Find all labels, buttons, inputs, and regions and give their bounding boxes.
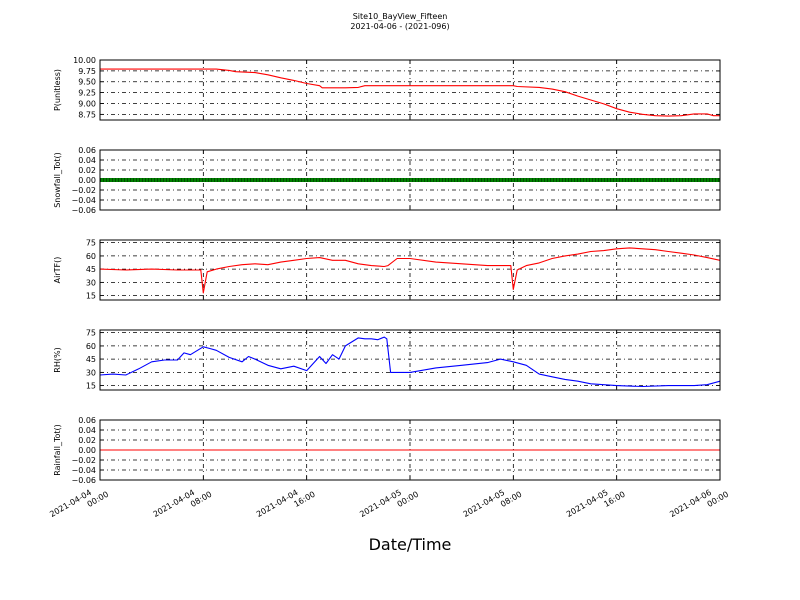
ytick-label: −0.04 (71, 466, 96, 475)
ytick-label: 60 (86, 252, 96, 261)
panel-1: 0.060.040.020.00−0.02−0.04−0.06 Snowfall_… (53, 146, 721, 215)
ytick-label: 45 (86, 355, 96, 364)
ytick-label: 10.00 (73, 56, 96, 65)
ytick-label: 0.00 (78, 446, 96, 455)
xtick-label: 2021-04-0516:00 (565, 481, 627, 528)
panel-frame (99, 329, 721, 391)
ytick-label: 9.00 (78, 99, 96, 108)
ytick-label: 75 (86, 329, 96, 338)
x-axis-label: Date/Time (369, 535, 452, 554)
ytick-label: 0.02 (78, 166, 96, 175)
ytick-label: −0.02 (71, 456, 96, 465)
xtick-label: 2021-04-0600:00 (668, 481, 730, 528)
ytick-label: 0.04 (78, 156, 96, 165)
ytick-label: −0.02 (71, 186, 96, 195)
chart-subtitle: 2021-04-06 - (2021-096) (350, 22, 449, 31)
series-line (99, 247, 721, 294)
panel-frame (99, 239, 721, 301)
ytick-label: 30 (86, 278, 96, 287)
y-axis-label: P(unitless) (53, 69, 62, 111)
ytick-label: 60 (86, 342, 96, 351)
ytick-label: 75 (86, 239, 96, 248)
ytick-label: 0.02 (78, 436, 96, 445)
xtick-label: 2021-04-0400:00 (48, 481, 110, 528)
xtick-label: 2021-04-0508:00 (462, 481, 524, 528)
ytick-label: 15 (86, 292, 96, 301)
ytick-label: 0.04 (78, 426, 96, 435)
ytick-label: 9.25 (78, 89, 96, 98)
panels: 10.00 9.75 9.50 9.259.00 8.75 P(unitless) 0.06… (48, 56, 730, 528)
series-line (99, 336, 721, 388)
xtick-label: 2021-04-0416:00 (255, 481, 317, 528)
ytick-label: 0.06 (78, 416, 96, 425)
xtick-label: 2021-04-0408:00 (152, 481, 214, 528)
ytick-label: 30 (86, 368, 96, 377)
y-axis-label: RH(%) (53, 347, 62, 372)
chart-title: Site10_BayView_Fifteen (353, 12, 448, 21)
xtick-label: 2021-04-0500:00 (358, 481, 420, 528)
ytick-label: −0.06 (71, 476, 96, 485)
panel-2: 75 60 45 30 15 AirTF() (53, 239, 721, 301)
panel-3: 75 60 45 30 15 RH(%) (53, 329, 721, 391)
panel-frame (99, 419, 721, 481)
panel-0: 10.00 9.75 9.50 9.259.00 8.75 P(unitless) (53, 56, 721, 121)
ytick-label: −0.06 (71, 206, 96, 215)
panel-frame (99, 149, 721, 211)
series-line (100, 68, 720, 117)
ytick-label: 0.06 (78, 146, 96, 155)
ytick-label: 0.00 (78, 176, 96, 185)
ytick-label: 9.50 (78, 78, 96, 87)
panel-4: 0.060.040.020.00−0.02−0.04−0.06 Rainfall_… (53, 416, 721, 485)
ytick-label: 8.75 (78, 110, 96, 119)
ytick-label: 9.75 (78, 67, 96, 76)
ytick-label: −0.04 (71, 196, 96, 205)
panel-frame (99, 59, 721, 121)
y-axis-label: Snowfall_Tot() (53, 152, 62, 208)
ytick-label: 15 (86, 382, 96, 391)
y-axis-label: AirTF() (53, 257, 62, 284)
ytick-label: 45 (86, 265, 96, 274)
y-axis-label: Rainfall_Tot() (53, 424, 62, 476)
